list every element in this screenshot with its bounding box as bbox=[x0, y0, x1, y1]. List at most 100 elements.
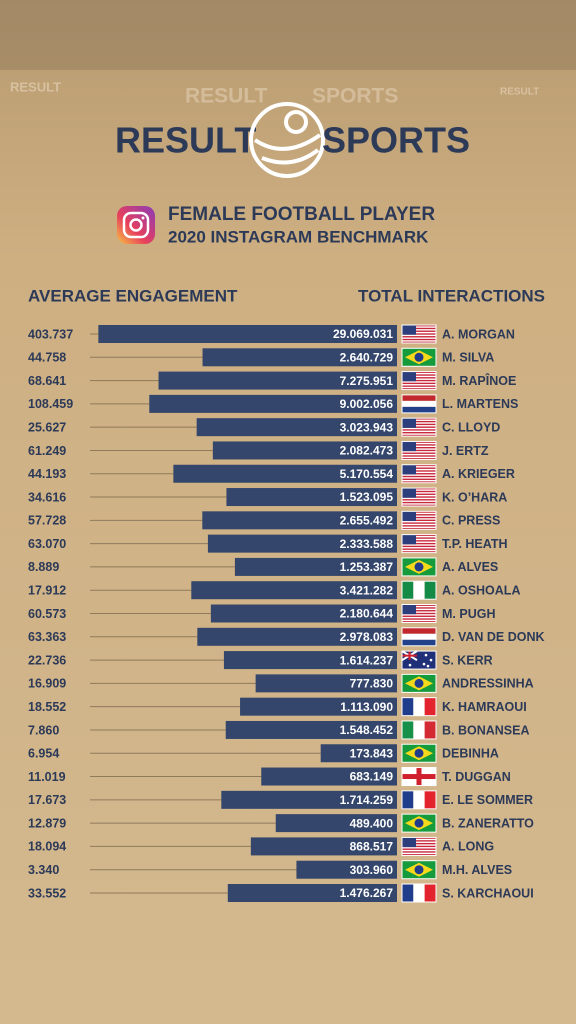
player-name: A. KRIEGER bbox=[442, 467, 515, 481]
flag-part bbox=[402, 607, 436, 609]
engagement-value: 108.459 bbox=[28, 397, 73, 411]
flag-part bbox=[402, 432, 436, 434]
flag-part bbox=[402, 612, 436, 615]
flag bbox=[401, 510, 437, 530]
flag bbox=[401, 604, 437, 623]
player-name: B. ZANERATTO bbox=[442, 816, 534, 830]
watermark: RESULT bbox=[10, 79, 61, 94]
flag-part bbox=[402, 475, 436, 478]
flag-part bbox=[402, 774, 436, 780]
player-name: E. LE SOMMER bbox=[442, 793, 533, 807]
flag-part bbox=[402, 504, 436, 507]
bar bbox=[275, 814, 397, 833]
flag-part bbox=[408, 663, 412, 667]
engagement-value: 18.094 bbox=[28, 840, 66, 854]
flag-part bbox=[402, 420, 436, 423]
flag bbox=[401, 371, 437, 391]
flag-part bbox=[402, 388, 436, 390]
flag bbox=[401, 394, 437, 414]
brand-right: SPORTS bbox=[322, 120, 470, 161]
engagement-value: 44.758 bbox=[28, 351, 66, 365]
flag-part bbox=[401, 790, 437, 810]
bar-value-label: 2.180.644 bbox=[340, 607, 394, 621]
flag-part bbox=[401, 440, 437, 460]
flag-part bbox=[402, 697, 414, 716]
flag-part bbox=[402, 452, 436, 454]
stadium-band bbox=[0, 0, 576, 70]
engagement-value: 3.340 bbox=[28, 863, 59, 877]
flag-part bbox=[402, 455, 436, 457]
engagement-value: 63.070 bbox=[28, 537, 66, 551]
flag bbox=[401, 487, 437, 507]
flag-part bbox=[402, 511, 436, 513]
flag bbox=[401, 417, 437, 437]
flag-part bbox=[413, 720, 425, 739]
flag bbox=[401, 860, 437, 880]
flag bbox=[401, 557, 437, 577]
flag-part bbox=[424, 884, 436, 902]
player-name: M.H. ALVES bbox=[442, 863, 512, 877]
flag-part bbox=[402, 488, 436, 490]
flag-part bbox=[413, 790, 425, 809]
engagement-value: 63.363 bbox=[28, 630, 66, 644]
flag-part bbox=[402, 534, 416, 545]
flag-part bbox=[402, 444, 436, 446]
bar bbox=[296, 860, 397, 879]
flag-part bbox=[401, 347, 437, 367]
player-name: M. RAPÎNOE bbox=[442, 373, 516, 388]
flag-part bbox=[402, 615, 436, 617]
flag-part bbox=[402, 522, 436, 524]
bar bbox=[191, 581, 397, 600]
engagement-value: 57.728 bbox=[28, 514, 66, 528]
flag-part bbox=[402, 581, 414, 600]
flag-part bbox=[414, 818, 424, 828]
flag-part bbox=[402, 604, 416, 615]
flag-part bbox=[401, 510, 437, 530]
engagement-value: 68.641 bbox=[28, 374, 66, 388]
bar bbox=[261, 767, 397, 786]
flag-part bbox=[402, 840, 436, 842]
engagement-value: 61.249 bbox=[28, 444, 66, 458]
flag-part bbox=[401, 487, 437, 507]
flag bbox=[401, 720, 437, 740]
flag-part bbox=[422, 662, 426, 666]
flag-part bbox=[401, 743, 437, 763]
flag-part bbox=[402, 385, 436, 387]
engagement-value: 403.737 bbox=[28, 327, 73, 341]
flag-part bbox=[402, 790, 414, 809]
flag-part bbox=[402, 854, 436, 856]
flag-part bbox=[402, 394, 436, 401]
bar bbox=[223, 651, 397, 670]
flag-part bbox=[402, 426, 436, 428]
flag-part bbox=[402, 551, 436, 553]
bar-value-label: 1.523.095 bbox=[340, 490, 394, 504]
bar bbox=[149, 394, 397, 413]
flag-part bbox=[402, 848, 436, 850]
flag-part bbox=[401, 836, 437, 856]
flag-part bbox=[402, 325, 436, 327]
engagement-value: 33.552 bbox=[28, 886, 66, 900]
flag-part bbox=[402, 534, 436, 537]
flag-part bbox=[402, 525, 436, 527]
bar-value-label: 2.082.473 bbox=[340, 444, 394, 458]
flag-part bbox=[402, 478, 436, 480]
bar bbox=[212, 441, 397, 460]
player-name: M. SILVA bbox=[442, 351, 494, 365]
bar-value-label: 1.253.387 bbox=[340, 560, 394, 574]
flag-part bbox=[402, 537, 436, 539]
bar bbox=[234, 557, 397, 576]
bar-value-label: 5.170.554 bbox=[340, 467, 394, 481]
flag-part bbox=[402, 842, 436, 845]
flag-part bbox=[414, 865, 424, 875]
flag-part bbox=[402, 610, 436, 612]
flag-part bbox=[402, 473, 436, 475]
flag-part bbox=[424, 581, 436, 600]
chart-subtitle: 2020 INSTAGRAM BENCHMARK bbox=[168, 227, 429, 246]
flag-part bbox=[402, 374, 436, 376]
engagement-value: 44.193 bbox=[28, 467, 66, 481]
flag-part bbox=[414, 352, 424, 362]
flag-part bbox=[414, 562, 424, 572]
flag bbox=[401, 534, 437, 554]
bar bbox=[98, 325, 397, 343]
flag-part bbox=[402, 540, 436, 542]
